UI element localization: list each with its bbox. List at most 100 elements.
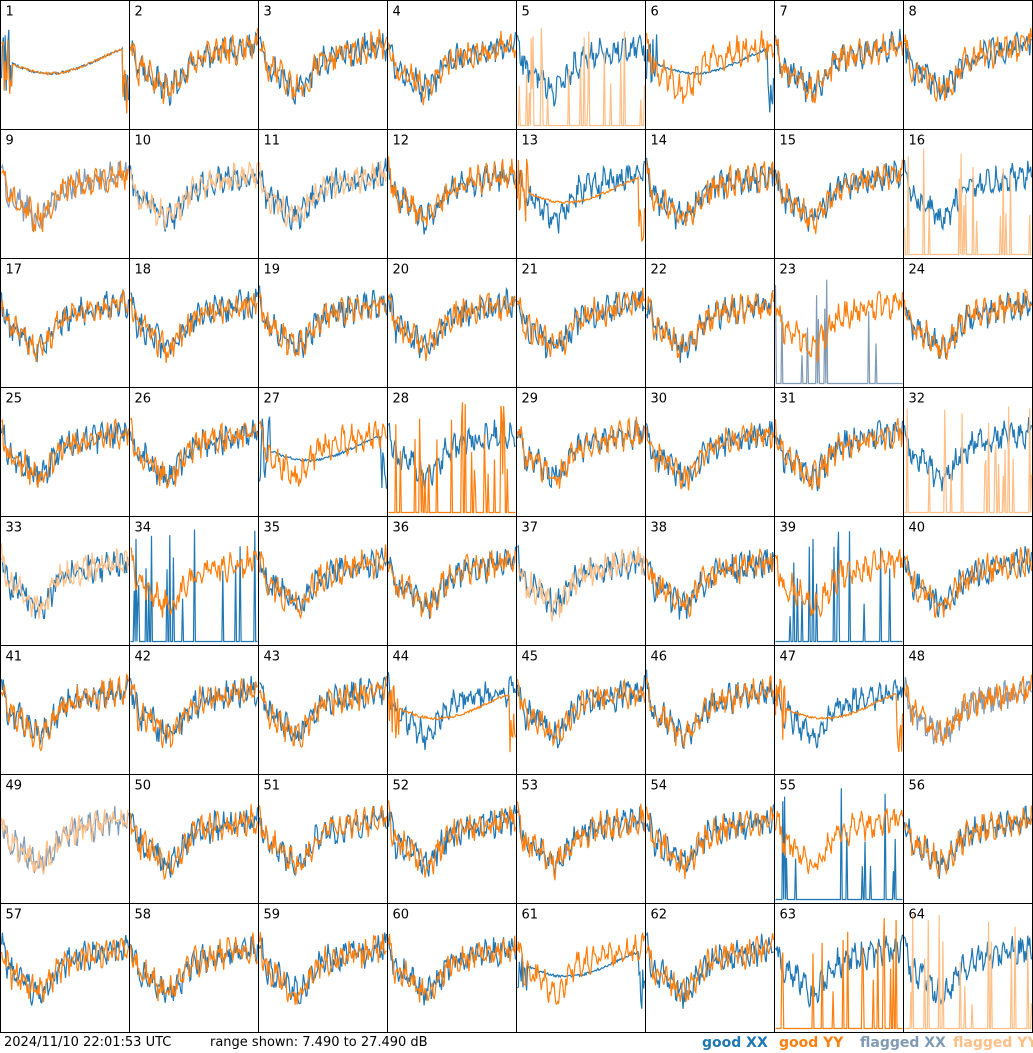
panel-frame bbox=[0, 258, 130, 388]
series-xx bbox=[387, 937, 517, 1006]
series-yy bbox=[904, 406, 1033, 514]
panel-frame bbox=[516, 387, 646, 517]
series-yy bbox=[774, 808, 904, 875]
panel-label: 41 bbox=[6, 650, 23, 665]
panel-30: 30 bbox=[645, 387, 775, 517]
panel-41: 41 bbox=[0, 645, 130, 775]
series-yy bbox=[129, 417, 259, 490]
series-yy bbox=[645, 675, 775, 748]
panel-43: 43 bbox=[258, 645, 388, 775]
panel-label: 64 bbox=[909, 908, 926, 923]
panel-label: 43 bbox=[264, 650, 281, 665]
series-xx bbox=[646, 549, 775, 620]
series-xx bbox=[775, 531, 903, 643]
panel-17: 17 bbox=[0, 258, 130, 388]
panel-label: 30 bbox=[651, 392, 668, 407]
series-yy bbox=[387, 800, 517, 878]
series-xx bbox=[774, 279, 903, 385]
panel-label: 42 bbox=[135, 650, 152, 665]
panel-6: 6 bbox=[645, 0, 775, 130]
series-yy bbox=[904, 805, 1033, 878]
panel-label: 45 bbox=[522, 650, 539, 665]
series-xx bbox=[129, 165, 259, 232]
panel-label: 36 bbox=[393, 521, 410, 536]
panel-12: 12 bbox=[387, 129, 517, 259]
panel-label: 61 bbox=[522, 908, 539, 923]
panel-label: 63 bbox=[780, 908, 797, 923]
panel-label: 49 bbox=[6, 779, 23, 794]
series-xx bbox=[387, 159, 517, 235]
series-xx bbox=[516, 675, 646, 749]
panel-21: 21 bbox=[516, 258, 646, 388]
panel-49: 49 bbox=[0, 774, 130, 904]
series-xx bbox=[0, 420, 130, 485]
panel-label: 14 bbox=[651, 134, 668, 149]
panel-47: 47 bbox=[774, 645, 904, 775]
series-xx bbox=[903, 291, 1033, 360]
series-xx bbox=[0, 288, 130, 363]
series-yy bbox=[774, 678, 904, 753]
series-xx bbox=[516, 950, 646, 1009]
series-yy bbox=[516, 159, 646, 243]
series-yy bbox=[903, 547, 1033, 619]
panel-61: 61 bbox=[516, 903, 646, 1033]
panel-label: 35 bbox=[264, 521, 281, 536]
panel-label: 46 bbox=[651, 650, 668, 665]
series-xx bbox=[258, 806, 388, 877]
panel-frame bbox=[258, 645, 388, 775]
panel-label: 17 bbox=[6, 263, 23, 278]
panel-42: 42 bbox=[129, 645, 259, 775]
panel-23: 23 bbox=[774, 258, 904, 388]
series-xx bbox=[387, 672, 517, 751]
panel-label: 12 bbox=[393, 134, 410, 149]
panel-51: 51 bbox=[258, 774, 388, 904]
series-yy bbox=[258, 160, 388, 228]
series-xx bbox=[903, 935, 1033, 1005]
series-xx bbox=[387, 804, 517, 877]
series-yy bbox=[646, 289, 775, 359]
series-xx bbox=[645, 420, 775, 489]
series-yy bbox=[903, 674, 1033, 746]
panel-label: 4 bbox=[393, 5, 401, 20]
panel-frame bbox=[387, 0, 517, 130]
panel-label: 11 bbox=[264, 134, 281, 149]
panel-label: 21 bbox=[522, 263, 539, 278]
panel-3: 3 bbox=[258, 0, 388, 130]
panel-frame bbox=[387, 129, 517, 259]
panel-label: 20 bbox=[393, 263, 410, 278]
panel-1: 1 bbox=[0, 0, 130, 130]
panel-label: 39 bbox=[780, 521, 797, 536]
timestamp: 2024/11/10 22:01:53 UTC bbox=[4, 1035, 172, 1050]
panel-label: 51 bbox=[264, 779, 281, 794]
series-xx bbox=[516, 806, 646, 875]
series-xx bbox=[645, 932, 774, 1009]
legend-good-yy: good YY bbox=[779, 1035, 844, 1051]
panel-39: 39 bbox=[774, 516, 904, 646]
footer: 2024/11/10 22:01:53 UTC range shown: 7.4… bbox=[0, 1033, 1033, 1053]
panel-label: 28 bbox=[393, 392, 410, 407]
series-yy bbox=[903, 288, 1032, 361]
panel-label: 3 bbox=[264, 5, 272, 20]
series-yy bbox=[129, 932, 259, 1002]
panel-60: 60 bbox=[387, 903, 517, 1033]
panel-33: 33 bbox=[0, 516, 130, 646]
series-yy bbox=[0, 543, 130, 620]
series-yy bbox=[387, 934, 517, 1003]
series-xx bbox=[903, 676, 1033, 746]
panel-label: 5 bbox=[522, 5, 530, 20]
panel-40: 40 bbox=[903, 516, 1033, 646]
series-xx bbox=[0, 551, 130, 620]
panel-13: 13 bbox=[516, 129, 646, 259]
panel-48: 48 bbox=[903, 645, 1033, 775]
series-yy bbox=[130, 545, 259, 618]
panel-59: 59 bbox=[258, 903, 388, 1033]
series-xx bbox=[775, 788, 903, 901]
series-yy bbox=[774, 159, 904, 235]
panel-frame bbox=[129, 903, 259, 1033]
panel-10: 10 bbox=[129, 129, 259, 259]
panel-32: 32 bbox=[903, 387, 1033, 517]
series-xx bbox=[0, 161, 130, 232]
series-yy bbox=[645, 548, 775, 618]
series-xx bbox=[258, 158, 388, 231]
